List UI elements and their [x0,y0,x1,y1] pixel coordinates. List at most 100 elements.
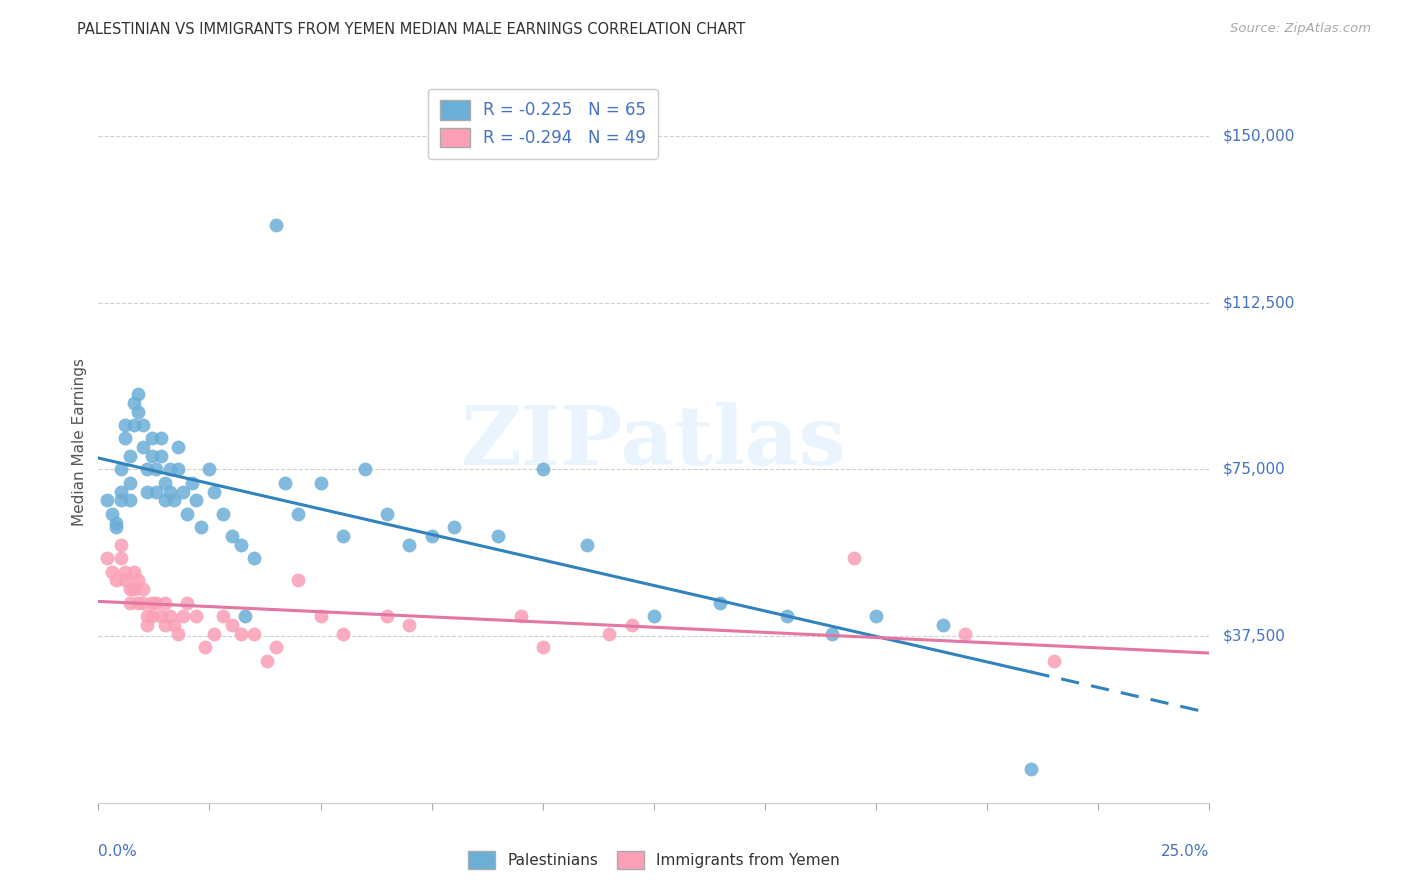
Point [167,462,190,476]
Point [354,462,377,476]
Point [287,507,309,521]
Point [309,609,332,624]
Point [149,609,172,624]
Point [153,596,176,610]
Point [110,462,132,476]
Legend: Palestinians, Immigrants from Yemen: Palestinians, Immigrants from Yemen [461,845,846,875]
Point [132,582,155,597]
Point [136,462,159,476]
Point [127,574,149,588]
Point [531,640,554,655]
Point [176,507,198,521]
Point [202,627,225,641]
Point [118,596,141,610]
Point [122,582,145,597]
Point [643,609,665,624]
Point [176,596,198,610]
Point [420,529,443,543]
Point [398,618,420,632]
Point [953,627,976,641]
Point [114,565,136,579]
Point [159,462,181,476]
Point [118,475,141,490]
Text: PALESTINIAN VS IMMIGRANTS FROM YEMEN MEDIAN MALE EARNINGS CORRELATION CHART: PALESTINIAN VS IMMIGRANTS FROM YEMEN MED… [77,22,745,37]
Point [332,529,354,543]
Point [167,440,190,454]
Point [842,551,865,566]
Point [163,618,186,632]
Point [509,609,531,624]
Point [620,618,643,632]
Point [233,609,256,624]
Text: $37,500: $37,500 [1223,629,1286,643]
Point [141,431,163,445]
Point [598,627,620,641]
Point [186,493,208,508]
Point [110,484,132,499]
Point [149,431,172,445]
Point [114,417,136,432]
Point [159,609,181,624]
Point [118,582,141,597]
Point [576,538,599,552]
Point [287,574,309,588]
Text: 25.0%: 25.0% [1161,845,1209,860]
Point [127,386,149,401]
Point [114,431,136,445]
Point [136,484,159,499]
Point [100,565,122,579]
Point [1042,653,1064,667]
Point [931,618,953,632]
Point [105,516,128,530]
Point [190,520,212,534]
Point [110,538,132,552]
Point [243,551,266,566]
Point [221,618,243,632]
Point [96,551,118,566]
Point [96,493,118,508]
Point [229,538,252,552]
Point [114,574,136,588]
Y-axis label: Median Male Earnings: Median Male Earnings [72,358,87,525]
Point [274,475,297,490]
Point [709,596,731,610]
Point [332,627,354,641]
Point [202,484,225,499]
Point [776,609,799,624]
Point [264,218,287,232]
Point [398,538,420,552]
Point [141,609,163,624]
Point [159,484,181,499]
Point [243,627,266,641]
Point [141,449,163,463]
Point [153,475,176,490]
Point [100,507,122,521]
Point [256,653,278,667]
Point [141,596,163,610]
Point [122,565,145,579]
Text: $150,000: $150,000 [1223,128,1295,144]
Point [172,484,194,499]
Point [443,520,465,534]
Point [132,417,155,432]
Point [122,395,145,409]
Point [132,440,155,454]
Point [136,609,159,624]
Point [132,596,155,610]
Point [167,627,190,641]
Point [264,640,287,655]
Point [180,475,202,490]
Point [118,449,141,463]
Point [211,609,233,624]
Point [172,609,194,624]
Point [194,640,217,655]
Point [229,627,252,641]
Point [221,529,243,543]
Point [127,404,149,418]
Point [145,596,167,610]
Point [122,417,145,432]
Point [145,484,167,499]
Point [531,462,554,476]
Point [375,507,398,521]
Point [136,618,159,632]
